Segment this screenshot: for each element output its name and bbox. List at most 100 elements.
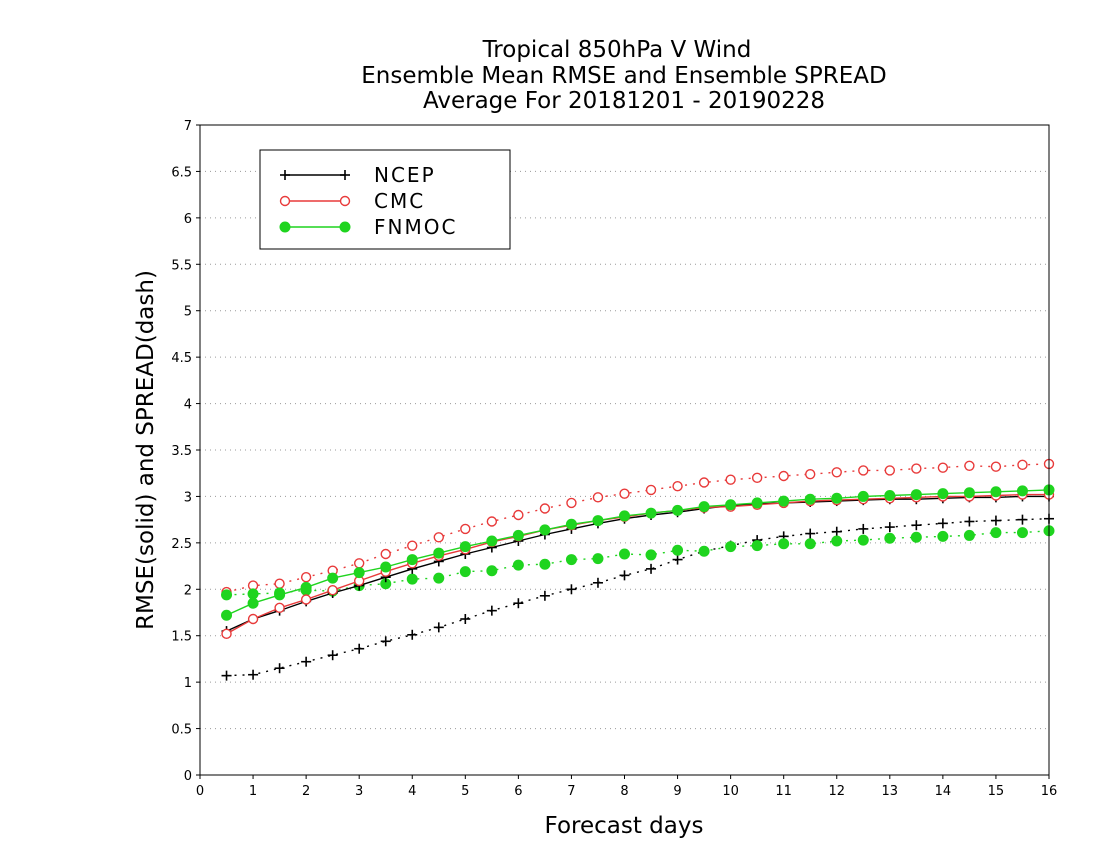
fnmoc-rmse-point [539, 524, 551, 536]
x-tick-label: 10 [722, 784, 739, 799]
fnmoc-rmse-point [406, 554, 418, 566]
ncep-spread-point [354, 643, 365, 654]
fnmoc-spread-point [592, 553, 604, 565]
ncep-spread-point [619, 570, 630, 581]
x-tick-label: 3 [355, 784, 363, 799]
ncep-spread-point [566, 584, 577, 595]
ncep-spread-point [911, 520, 922, 531]
fnmoc-spread-point [247, 588, 259, 600]
legend-label-fnmoc: FNMOC [374, 215, 457, 239]
ncep-spread-point [805, 528, 816, 539]
fnmoc-rmse-point [672, 504, 684, 516]
ncep-spread-point [539, 590, 550, 601]
ncep-spread-point [672, 554, 683, 565]
ncep-spread-point [433, 622, 444, 633]
fnmoc-rmse-point [804, 493, 816, 505]
ncep-spread-point [646, 563, 657, 574]
cmc-rmse-point [247, 613, 259, 625]
fnmoc-spread-point [619, 548, 630, 560]
cmc-spread-point [858, 465, 869, 476]
x-tick-label: 4 [408, 784, 416, 799]
fnmoc-spread-point [672, 544, 684, 556]
fnmoc-spread-point [565, 554, 577, 566]
cmc-spread-point [460, 523, 471, 535]
cmc-spread-point [539, 503, 551, 514]
fnmoc-rmse-point [274, 589, 286, 601]
legend-box [259, 149, 511, 250]
fnmoc-spread-point [831, 535, 843, 547]
fnmoc-rmse-point [619, 510, 630, 522]
fnmoc-spread-point [725, 541, 737, 553]
legend-marker-ncep-right [340, 170, 350, 180]
chart-title: Tropical 850hPa V Wind Ensemble Mean RMS… [361, 37, 886, 114]
fnmoc-rmse-point [221, 609, 233, 621]
y-tick-label: 0 [184, 769, 192, 784]
legend-entries [279, 170, 351, 233]
ncep-spread-point [513, 598, 524, 609]
y-tick-label: 6.5 [171, 165, 192, 180]
ncep-spread-point [831, 526, 842, 537]
y-tick-label: 2.5 [171, 537, 192, 552]
cmc-spread-point [831, 467, 842, 478]
legend-marker-fnmoc-left [279, 221, 291, 233]
cmc-spread-point [274, 578, 285, 589]
ncep-spread-point [1017, 514, 1028, 525]
y-tick-label: 1.5 [171, 630, 192, 645]
fnmoc-rmse-point [963, 487, 975, 499]
cmc-rmse-point [274, 602, 285, 614]
cmc-spread-point [300, 572, 312, 583]
x-tick-label: 0 [196, 784, 204, 799]
x-tick-label: 6 [514, 784, 522, 799]
fnmoc-rmse-point [565, 518, 577, 530]
x-tick-label: 8 [620, 784, 628, 799]
legend-marker-fnmoc-right [339, 221, 351, 233]
fnmoc-spread-point [937, 530, 949, 542]
cmc-spread-point [911, 463, 922, 474]
fnmoc-rmse-point [592, 515, 604, 527]
ncep-spread-point [274, 663, 285, 674]
fnmoc-rmse-point [857, 490, 869, 502]
fnmoc-rmse-point [300, 581, 312, 593]
x-tick-label: 7 [567, 784, 575, 799]
cmc-spread-point [884, 465, 896, 476]
y-tick-label: 6 [184, 212, 192, 227]
cmc-spread-point [407, 540, 418, 551]
fnmoc-rmse-point [751, 497, 763, 509]
fnmoc-spread-point [751, 540, 763, 552]
y-tick-label: 7 [184, 119, 192, 134]
chart-title-line-1: Tropical 850hPa V Wind [482, 37, 752, 63]
cmc-spread-point [964, 460, 975, 471]
fnmoc-rmse-point [698, 501, 710, 513]
cmc-spread-point [805, 468, 816, 480]
fnmoc-spread-point [884, 532, 896, 544]
fnmoc-rmse-point [459, 541, 471, 553]
fnmoc-spread-point [645, 549, 657, 561]
legend-marker-cmc-left [279, 195, 291, 207]
x-tick-label: 5 [461, 784, 469, 799]
cmc-spread-point [433, 532, 444, 543]
fnmoc-spread-point [698, 545, 710, 557]
ncep-spread-point [990, 515, 1001, 526]
y-tick-label: 4.5 [171, 351, 192, 366]
fnmoc-spread-point [910, 531, 922, 543]
fnmoc-rmse-point [778, 495, 790, 507]
fnmoc-rmse-point [247, 597, 259, 609]
fnmoc-spread-point [1016, 527, 1028, 539]
fnmoc-spread-point [221, 589, 233, 601]
ncep-spread-point [592, 577, 603, 588]
chart-title-line-2: Ensemble Mean RMSE and Ensemble SPREAD [361, 63, 886, 89]
cmc-spread-point [619, 488, 630, 499]
fnmoc-rmse-point [725, 499, 737, 511]
fnmoc-rmse-point [990, 486, 1002, 498]
cmc-spread-point [778, 470, 789, 482]
fnmoc-spread-point [486, 565, 498, 577]
cmc-spread-point [1017, 459, 1028, 471]
ncep-spread-point [248, 669, 259, 680]
cmc-spread-point [725, 474, 736, 485]
fnmoc-spread-point [459, 566, 471, 578]
fnmoc-rmse-point [433, 547, 445, 559]
legend-label-cmc: CMC [374, 189, 425, 213]
cmc-spread-point [380, 548, 391, 560]
